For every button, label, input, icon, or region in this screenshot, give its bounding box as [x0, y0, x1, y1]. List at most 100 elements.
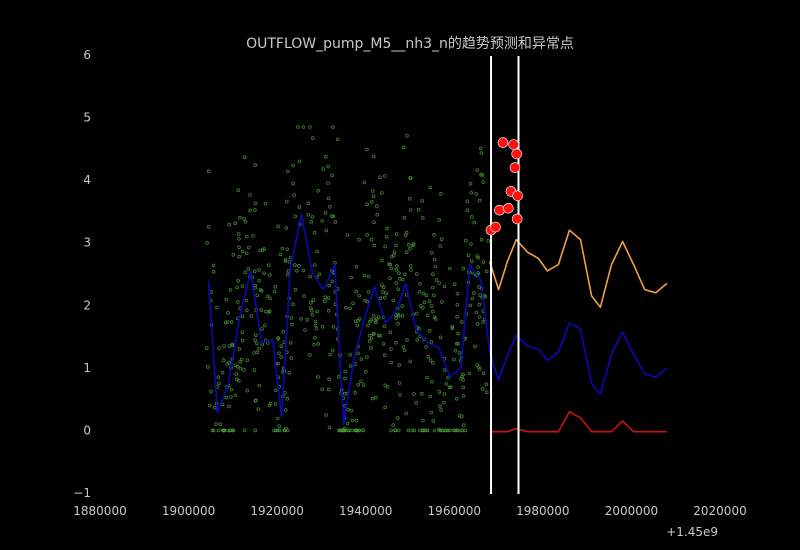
- observed-point: [429, 410, 434, 415]
- observed-point: [277, 428, 282, 433]
- observed-point: [361, 428, 365, 433]
- observed-point: [282, 428, 287, 433]
- observed-point: [314, 326, 319, 331]
- y-tick-label: 6: [83, 48, 91, 62]
- observed-point: [403, 233, 408, 238]
- observed-point: [330, 348, 335, 353]
- x-tick-label: 1960000: [428, 504, 481, 518]
- observed-point: [414, 272, 419, 276]
- observed-point: [473, 344, 477, 349]
- observed-point: [343, 376, 347, 381]
- observed-point: [397, 381, 402, 385]
- observed-point: [206, 169, 211, 174]
- observed-point: [452, 282, 457, 287]
- observed-point: [469, 259, 474, 264]
- observed-point: [285, 247, 290, 252]
- observed-point: [257, 268, 261, 272]
- observed-point: [216, 428, 221, 433]
- observed-point: [418, 304, 423, 308]
- observed-point: [243, 220, 248, 224]
- observed-point: [395, 264, 399, 268]
- observed-point: [404, 250, 409, 255]
- observed-point: [420, 199, 425, 203]
- observed-point: [245, 388, 250, 393]
- observed-point: [301, 125, 306, 129]
- observed-point: [297, 205, 302, 209]
- observed-point: [248, 208, 252, 213]
- observed-point: [242, 428, 247, 433]
- observed-point: [363, 298, 367, 303]
- observed-point: [229, 395, 233, 399]
- observed-point: [301, 268, 306, 273]
- observed-point: [475, 322, 480, 326]
- observed-point: [394, 316, 398, 320]
- observed-point: [430, 379, 434, 384]
- observed-point: [372, 220, 376, 225]
- observed-point: [326, 164, 330, 169]
- observed-point: [376, 315, 381, 319]
- observed-point: [394, 267, 399, 272]
- anomaly-point: [512, 190, 523, 202]
- observed-point: [263, 309, 268, 314]
- observed-point: [257, 346, 261, 351]
- observed-point: [254, 341, 259, 346]
- observed-point: [326, 196, 331, 201]
- observed-point: [378, 175, 382, 180]
- observed-point: [330, 279, 335, 284]
- observed-point: [222, 428, 226, 433]
- observed-point: [385, 226, 389, 231]
- observed-point: [253, 428, 258, 433]
- observed-point: [241, 249, 245, 254]
- observed-point: [343, 305, 348, 310]
- observed-point: [410, 428, 414, 433]
- observed-point: [353, 319, 358, 324]
- observed-point: [309, 300, 313, 305]
- y-tick-label: 4: [83, 173, 91, 187]
- observed-point: [428, 185, 433, 190]
- observed-point: [456, 331, 461, 336]
- observed-point: [411, 243, 415, 248]
- observed-point: [456, 428, 461, 433]
- observed-point: [394, 243, 398, 248]
- observed-point: [463, 428, 468, 433]
- observed-point: [231, 252, 236, 257]
- observed-point: [448, 428, 452, 433]
- observed-point: [276, 224, 280, 229]
- observed-point: [331, 214, 335, 219]
- observed-point: [408, 264, 413, 268]
- observed-point: [284, 199, 289, 204]
- observed-point: [406, 242, 411, 247]
- observed-point: [229, 320, 234, 324]
- observed-point: [382, 174, 387, 178]
- observed-point: [375, 204, 379, 208]
- observed-point: [365, 355, 369, 359]
- observed-point: [380, 283, 384, 288]
- observed-point: [428, 394, 432, 399]
- observed-point: [343, 369, 348, 374]
- observed-point: [351, 301, 355, 306]
- observed-point: [389, 428, 393, 433]
- observed-point: [432, 232, 436, 237]
- observed-point: [437, 390, 442, 394]
- observed-point: [444, 382, 449, 386]
- observed-point: [253, 201, 258, 206]
- observed-point: [383, 244, 387, 249]
- observed-point: [382, 295, 387, 300]
- observed-point: [461, 423, 466, 427]
- observed-point: [421, 418, 425, 423]
- observed-point: [372, 331, 376, 336]
- observed-point: [310, 312, 315, 317]
- observed-point: [418, 428, 422, 433]
- observed-point: [430, 285, 435, 290]
- observed-point: [389, 360, 394, 365]
- observed-point: [288, 340, 293, 345]
- observed-point: [320, 387, 325, 392]
- observed-point: [442, 284, 447, 289]
- observed-point: [328, 204, 332, 209]
- observed-point: [375, 212, 380, 217]
- observed-point: [303, 328, 307, 332]
- observed-point: [452, 357, 456, 362]
- observed-point: [296, 125, 300, 129]
- observed-point: [217, 381, 221, 386]
- observed-point: [327, 377, 331, 382]
